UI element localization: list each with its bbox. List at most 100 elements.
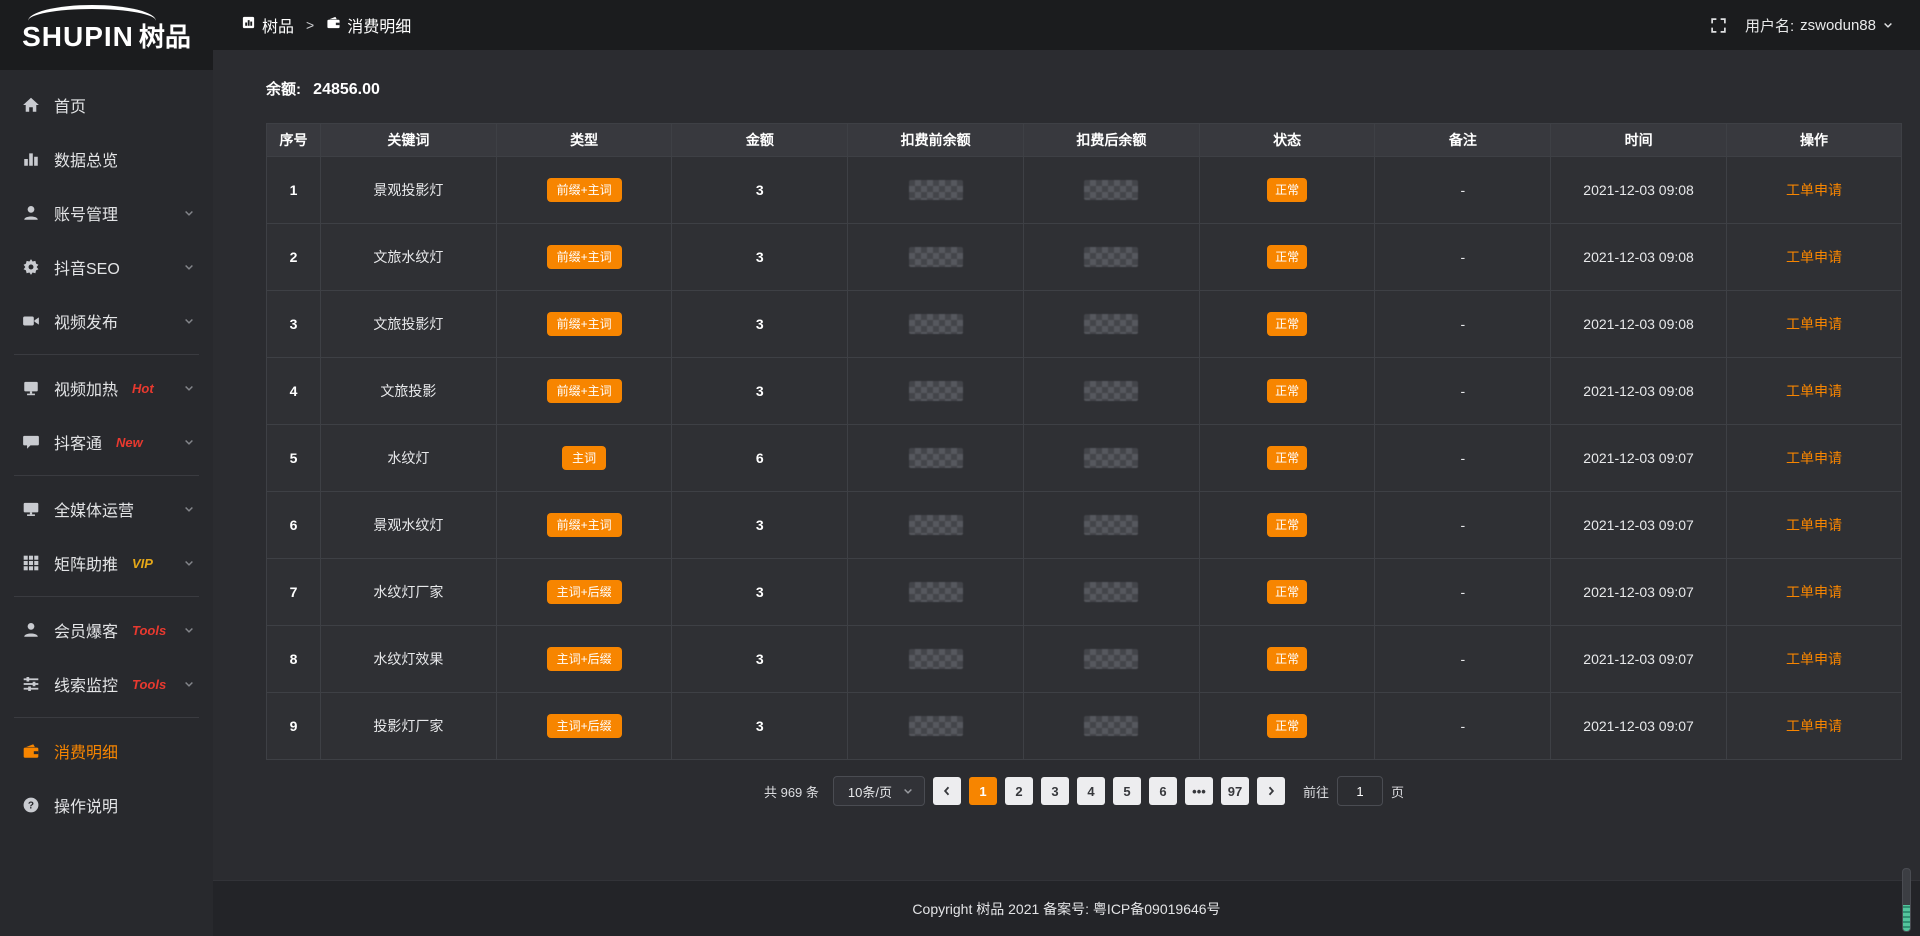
censored-value xyxy=(908,180,963,200)
question-icon: ? xyxy=(22,796,40,814)
page-button-5[interactable]: 5 xyxy=(1112,777,1141,805)
cell-time: 2021-12-03 09:08 xyxy=(1550,223,1727,291)
work-order-link[interactable]: 工单申请 xyxy=(1785,450,1842,466)
goto-page: 前往 页 xyxy=(1303,776,1404,806)
cell-no: 4 xyxy=(266,357,321,425)
sidebar-item-10[interactable]: 会员爆客 Tools xyxy=(0,603,213,657)
cell-type: 主词 xyxy=(495,424,673,492)
work-order-link[interactable]: 工单申请 xyxy=(1785,718,1842,734)
cell-type: 主词+后缀 xyxy=(495,625,673,693)
table-row: 6 景观水纹灯 前缀+主词 3 正常 -2021-12-03 09:07 工单申请 xyxy=(266,491,1903,559)
cell-balance-before xyxy=(847,290,1024,358)
page-scrollbar[interactable] xyxy=(1902,868,1911,932)
sidebar-item-label: 首页 xyxy=(54,99,87,116)
column-header: 序号 xyxy=(266,123,321,157)
status-badge: 正常 xyxy=(1267,580,1308,604)
sidebar-item-3[interactable]: 账号管理 xyxy=(0,186,213,240)
cell-amount: 3 xyxy=(671,156,849,224)
sidebar-item-label: 抖客通 xyxy=(54,436,103,453)
topbar-right: 用户名: zswodun88 xyxy=(1710,15,1894,36)
page-button-4[interactable]: 4 xyxy=(1076,777,1105,805)
sidebar-item-9[interactable]: 矩阵助推 VIP xyxy=(0,536,213,590)
chevron-down-icon xyxy=(183,436,195,448)
logo-inner: SHUPIN 树品 xyxy=(22,4,191,54)
sidebar-item-label: 全媒体运营 xyxy=(54,503,135,520)
cell-type: 主词+后缀 xyxy=(495,692,673,760)
cell-time: 2021-12-03 09:08 xyxy=(1550,156,1727,224)
breadcrumb-item-home[interactable]: 树品 xyxy=(241,13,294,37)
page-size-select[interactable]: 10条/页 xyxy=(832,776,925,806)
work-order-link[interactable]: 工单申请 xyxy=(1785,249,1842,265)
fullscreen-icon[interactable] xyxy=(1710,17,1727,34)
sidebar-item-12[interactable]: 消费明细 xyxy=(0,724,213,778)
cell-balance-before xyxy=(847,491,1024,559)
work-order-link[interactable]: 工单申请 xyxy=(1785,316,1842,332)
sidebar-item-6[interactable]: 视频加热 Hot xyxy=(0,361,213,415)
sidebar-item-11[interactable]: 线索监控 Tools xyxy=(0,657,213,711)
type-badge: 主词+后缀 xyxy=(546,647,622,671)
logo[interactable]: SHUPIN 树品 xyxy=(0,0,213,70)
cell-action: 工单申请 xyxy=(1725,491,1903,559)
chevron-down-icon xyxy=(183,624,195,636)
next-page-button[interactable] xyxy=(1256,777,1285,805)
work-order-link[interactable]: 工单申请 xyxy=(1785,517,1842,533)
work-order-link[interactable]: 工单申请 xyxy=(1785,383,1842,399)
sidebar-divider xyxy=(14,596,199,597)
page-ellipsis-button[interactable]: ••• xyxy=(1184,777,1213,805)
work-order-link[interactable]: 工单申请 xyxy=(1785,651,1842,667)
sidebar-item-2[interactable]: 数据总览 xyxy=(0,132,213,186)
sidebar-item-7[interactable]: 抖客通 New xyxy=(0,415,213,469)
page-size-value: 10条/页 xyxy=(847,784,892,800)
copyright-text: Copyright 树品 2021 备案号: 粤ICP备09019646号 xyxy=(912,900,1221,917)
logo-text-cn: 树品 xyxy=(138,21,191,52)
page-buttons: 1 2 3 4 5 6 ••• 97 xyxy=(968,777,1249,805)
status-badge: 正常 xyxy=(1267,379,1308,403)
page-button-3[interactable]: 3 xyxy=(1040,777,1069,805)
sidebar-item-label: 操作说明 xyxy=(54,799,119,816)
work-order-link[interactable]: 工单申请 xyxy=(1785,584,1842,600)
cell-balance-before xyxy=(847,692,1024,760)
scrollbar-thumb[interactable] xyxy=(1903,905,1910,931)
sidebar-divider xyxy=(14,717,199,718)
cell-amount: 6 xyxy=(671,424,849,492)
dashboard-icon xyxy=(241,15,256,35)
work-order-link[interactable]: 工单申请 xyxy=(1785,182,1842,198)
sidebar-item-badge: Tools xyxy=(132,676,167,692)
cell-action: 工单申请 xyxy=(1725,558,1903,626)
sidebar-divider xyxy=(14,475,199,476)
sidebar-item-label: 消费明细 xyxy=(54,745,119,762)
cell-action: 工单申请 xyxy=(1725,424,1903,492)
cell-type: 前缀+主词 xyxy=(495,491,673,559)
cell-balance-before xyxy=(847,558,1024,626)
breadcrumb-item-current[interactable]: 消费明细 xyxy=(326,13,411,37)
cell-note: - xyxy=(1374,491,1552,559)
pagination-total: 共 969 条 xyxy=(763,784,819,800)
sidebar-item-5[interactable]: 视频发布 xyxy=(0,294,213,348)
chevron-down-icon xyxy=(183,503,195,515)
breadcrumb-label: 消费明细 xyxy=(347,19,412,36)
sidebar-divider xyxy=(14,354,199,355)
sidebar-item-label: 矩阵助推 xyxy=(54,557,119,574)
sidebar-item-1[interactable]: 首页 xyxy=(0,78,213,132)
page-button-97[interactable]: 97 xyxy=(1220,777,1249,805)
page-button-2[interactable]: 2 xyxy=(1004,777,1033,805)
user-menu[interactable]: 用户名: zswodun88 xyxy=(1745,15,1894,36)
cell-no: 9 xyxy=(266,692,321,760)
cell-time: 2021-12-03 09:07 xyxy=(1550,558,1727,626)
cell-no: 6 xyxy=(266,491,321,559)
censored-value xyxy=(1084,247,1139,267)
table-row: 5 水纹灯 主词 6 正常 -2021-12-03 09:07 工单申请 xyxy=(266,424,1903,492)
prev-page-button[interactable] xyxy=(932,777,961,805)
username-label: 用户名: xyxy=(1744,17,1795,35)
page-button-1[interactable]: 1 xyxy=(968,777,997,805)
column-header: 金额 xyxy=(671,123,849,157)
sidebar-item-13[interactable]: ? 操作说明 xyxy=(0,778,213,832)
cell-type: 主词+后缀 xyxy=(495,558,673,626)
sidebar-item-8[interactable]: 全媒体运营 xyxy=(0,482,213,536)
column-header: 备注 xyxy=(1374,123,1552,157)
page-button-6[interactable]: 6 xyxy=(1148,777,1177,805)
svg-text:?: ? xyxy=(28,801,34,812)
sidebar-item-4[interactable]: 抖音SEO xyxy=(0,240,213,294)
topbar: 树品 > 消费明细 用户名: zswodun88 xyxy=(213,0,1920,50)
goto-page-input[interactable] xyxy=(1337,776,1383,806)
